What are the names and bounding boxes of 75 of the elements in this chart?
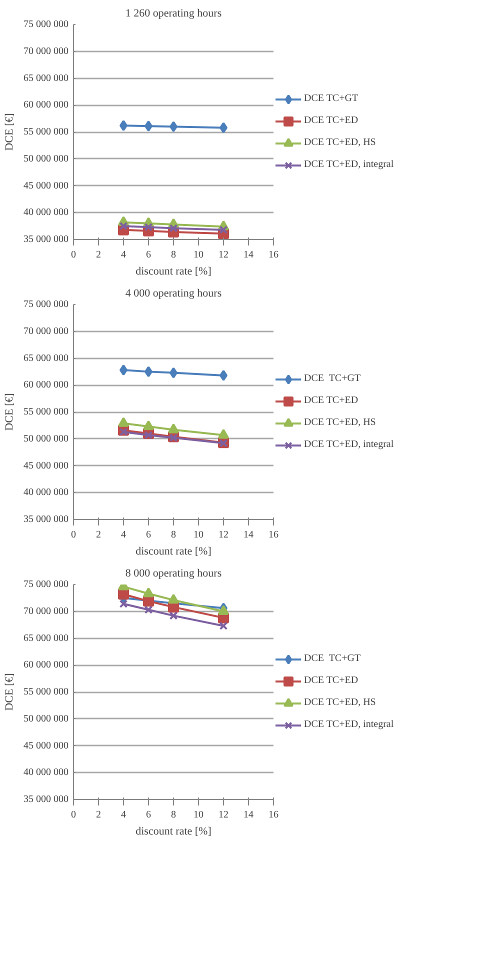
y-tick-label: 35 000 000 — [24, 794, 68, 805]
x-axis-title: discount rate [%] — [136, 826, 212, 838]
x-tick-label: 4 — [121, 810, 126, 820]
y-tick-label: 75 000 000 — [24, 19, 68, 30]
x-tick-label: 2 — [96, 530, 101, 540]
legend-label: DCE TC+ED, integral — [304, 439, 394, 450]
y-tick-label: 40 000 000 — [24, 207, 68, 218]
chart-title: 1 260 operating hours — [125, 8, 222, 20]
legend-label: DCE TC+GT — [304, 93, 358, 104]
x-tick-label: 0 — [71, 530, 76, 540]
x-tick-label: 14 — [244, 250, 254, 260]
legend-label: DCE TC+ED, HS — [304, 697, 376, 708]
y-tick-label: 65 000 000 — [24, 632, 68, 644]
x-tick-label: 4 — [121, 530, 126, 540]
x-tick-label: 16 — [268, 530, 278, 540]
x-tick-label: 14 — [244, 530, 254, 540]
x-axis-title: discount rate [%] — [136, 266, 212, 278]
y-tick-label: 45 000 000 — [24, 740, 68, 752]
y-tick-label: 55 000 000 — [24, 686, 68, 698]
y-tick-label: 75 000 000 — [24, 579, 68, 590]
x-tick-label: 12 — [218, 530, 228, 540]
y-tick-label: 60 000 000 — [24, 660, 68, 671]
x-tick-label: 14 — [244, 810, 254, 820]
x-tick-label: 6 — [146, 530, 151, 540]
y-tick-label: 55 000 000 — [24, 126, 68, 138]
y-tick-label: 60 000 000 — [24, 380, 68, 391]
chart-title: 8 000 operating hours — [125, 568, 222, 580]
y-tick-label: 70 000 000 — [24, 326, 68, 337]
x-tick-label: 16 — [268, 810, 278, 820]
x-tick-label: 16 — [268, 250, 278, 260]
y-tick-label: 75 000 000 — [24, 299, 68, 310]
x-tick-label: 0 — [71, 250, 76, 260]
legend-label: DCE TC+ED, integral — [304, 159, 394, 170]
y-tick-label: 65 000 000 — [24, 72, 68, 84]
legend-label: DCE TC+ED — [304, 395, 358, 406]
legend-label: DCE TC+ED, HS — [304, 137, 376, 148]
x-tick-label: 10 — [194, 810, 204, 820]
y-tick-label: 35 000 000 — [24, 514, 68, 525]
legend-label: DCE TC+GT — [304, 373, 361, 384]
y-tick-label: 45 000 000 — [24, 460, 68, 472]
x-tick-label: 2 — [96, 250, 101, 260]
x-axis-title: discount rate [%] — [136, 546, 212, 558]
legend-label: DCE TC+ED — [304, 675, 358, 686]
y-tick-label: 40 000 000 — [24, 767, 68, 778]
legend-label: DCE TC+ED, HS — [304, 417, 376, 428]
y-tick-label: 55 000 000 — [24, 406, 68, 418]
y-tick-label: 70 000 000 — [24, 606, 68, 617]
legend-label: DCE TC+ED, integral — [304, 719, 394, 730]
x-tick-label: 0 — [71, 810, 76, 820]
legend-label: DCE TC+ED — [304, 115, 358, 126]
chart-title: 4 000 operating hours — [125, 288, 222, 300]
x-tick-label: 8 — [171, 250, 176, 260]
x-tick-label: 8 — [171, 810, 176, 820]
y-tick-label: 45 000 000 — [24, 180, 68, 192]
x-tick-label: 10 — [194, 530, 204, 540]
y-axis-title: DCE [€] — [4, 393, 16, 431]
x-tick-label: 12 — [218, 810, 228, 820]
x-tick-label: 6 — [146, 250, 151, 260]
y-tick-label: 50 000 000 — [24, 433, 68, 444]
x-tick-label: 6 — [146, 810, 151, 820]
y-tick-label: 60 000 000 — [24, 100, 68, 111]
x-tick-label: 12 — [218, 250, 228, 260]
y-axis-title: DCE [€] — [4, 113, 16, 151]
x-tick-label: 10 — [194, 250, 204, 260]
y-tick-label: 65 000 000 — [24, 352, 68, 364]
y-tick-label: 40 000 000 — [24, 487, 68, 498]
y-tick-label: 50 000 000 — [24, 153, 68, 164]
y-tick-label: 70 000 000 — [24, 46, 68, 57]
y-tick-label: 50 000 000 — [24, 713, 68, 724]
legend-label: DCE TC+GT — [304, 653, 361, 664]
x-tick-label: 8 — [171, 530, 176, 540]
y-tick-label: 35 000 000 — [24, 234, 68, 245]
x-tick-label: 4 — [121, 250, 126, 260]
y-axis-title: DCE [€] — [4, 673, 16, 711]
x-tick-label: 2 — [96, 810, 101, 820]
